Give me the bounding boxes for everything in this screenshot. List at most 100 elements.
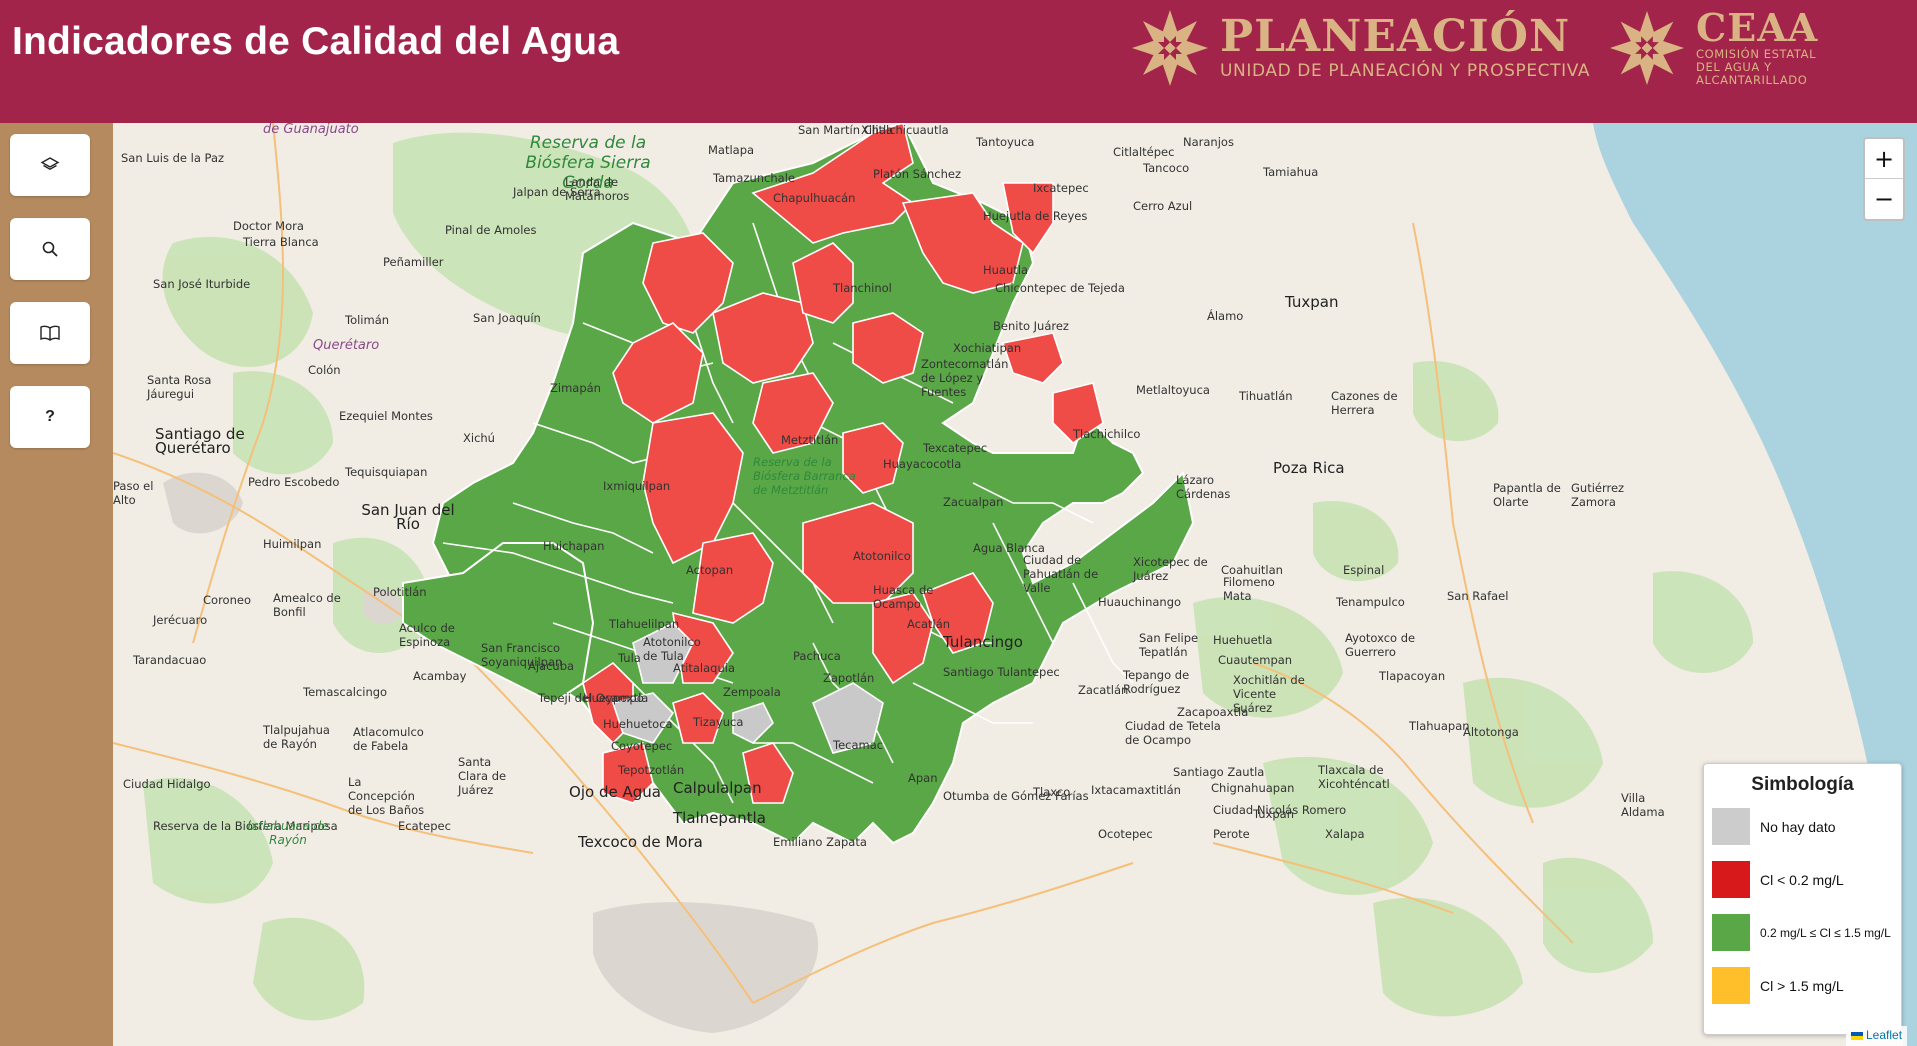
ceaa-logo: CEAA COMISIÓN ESTATAL DEL AGUA Y ALCANTA… (1608, 8, 1818, 87)
map-label: Ixtlahuaca de Rayón (247, 819, 329, 847)
map-label: Tuxpan (1285, 293, 1339, 311)
map-label: Tlaxco (1033, 785, 1071, 799)
urban-areas (163, 472, 819, 1033)
map-label: Ajacuba (528, 659, 575, 673)
legend-label: Cl < 0.2 mg/L (1760, 871, 1844, 888)
map-label: Texcoco de Mora (578, 833, 703, 851)
no-data-municipalities (611, 622, 884, 754)
legend-swatch-low (1712, 861, 1750, 898)
map-label: Tlachichilco (1073, 427, 1141, 441)
map-label: Zacatlán (1078, 683, 1129, 697)
zoom-in-button[interactable]: + (1865, 139, 1903, 179)
search-button[interactable] (10, 218, 90, 280)
legend-item: Cl > 1.5 mg/L (1712, 967, 1844, 1004)
map-label: Benito Juárez (993, 319, 1069, 333)
map-view[interactable]: de Guanajuato Xilitla San Martín Chalchi… (113, 123, 1917, 1046)
map-label: Zacapoaxtla (1177, 705, 1249, 719)
star-logo-icon (1132, 10, 1208, 86)
legend-label: No hay dato (1760, 818, 1836, 835)
map-label: Ojo de Agua (569, 783, 661, 801)
map-label: Chapulhuacán (773, 191, 856, 205)
map-label: San José Iturbide (153, 277, 251, 291)
leaflet-attribution[interactable]: Leaflet (1846, 1026, 1908, 1046)
map-label: Reserva de la Biósfera Mariposa (153, 819, 338, 833)
map-label: Aculco de Espinoza (399, 621, 455, 649)
map-label: Atotonilco de Tula (643, 635, 701, 663)
map-label: Doctor Mora (233, 219, 304, 233)
map-label: Santa Rosa Jáuregui (147, 373, 212, 401)
legend-swatch-high (1712, 967, 1750, 1004)
map-label: Tenampulco (1336, 595, 1405, 609)
map-label: Ciudad Hidalgo (123, 777, 211, 791)
gulf-of-mexico (1593, 123, 1917, 1046)
zoom-out-button[interactable]: − (1873, 184, 1895, 213)
map-label: Cazones de Herrera (1331, 389, 1398, 417)
map-label: Tecamac (833, 738, 884, 752)
map-label: Tlalpujahua de Rayón (263, 723, 330, 751)
legend-label: 0.2 mg/L ≤ Cl ≤ 1.5 mg/L (1760, 925, 1891, 940)
map-label: Agua Blanca (973, 541, 1045, 555)
basemap (113, 123, 1917, 1046)
map-label: Huayacocotla (883, 457, 962, 471)
map-label: Jalpan de Serra (513, 185, 601, 199)
map-label: Papantla de Olarte (1493, 481, 1561, 509)
map-label: Tihuatlán (1239, 389, 1293, 403)
map-label: Xalapa (1325, 827, 1365, 841)
map-label: Temascalcingo (303, 685, 388, 699)
map-label: Santiago de Querétaro (155, 425, 245, 457)
legend-swatch-normal (1712, 914, 1750, 951)
map-label: Texcatepec (923, 441, 988, 455)
roads (113, 123, 1574, 1004)
map-label: San Martín Chalchicuautla (798, 123, 949, 137)
map-label: Perote (1213, 827, 1250, 841)
map-label: Zacualpan (943, 495, 1004, 509)
book-icon (40, 325, 60, 341)
map-label: Zontecomatlán de López y Fuentes (921, 357, 1009, 399)
map-label: Ocotepec (1098, 827, 1153, 841)
low-chlorine-municipalities (582, 123, 1104, 804)
map-label: Actopan (686, 563, 734, 577)
map-label: Acambay (413, 669, 467, 683)
map-label: Huichapan (543, 539, 605, 553)
star-logo-icon (1609, 10, 1685, 85)
map-label: Ecatepec (398, 819, 451, 833)
ceaa-subtitle-3: ALCANTARILLADO (1696, 73, 1808, 87)
map-label: Paso el Alto (113, 479, 154, 507)
map-label: San Rafael (1447, 589, 1509, 603)
map-label: Tulancingo (943, 633, 1023, 651)
map-label: Tlahuelilpan (609, 617, 680, 631)
ceaa-name: CEAA (1696, 5, 1819, 50)
map-label: de Guanajuato (263, 123, 359, 137)
map-label: Pachuca (793, 649, 841, 663)
map-label: Tancoco (1143, 161, 1190, 175)
app-header: Indicadores de Calidad del Agua PLANEACI… (0, 0, 1917, 123)
help-button[interactable]: ? (10, 386, 90, 448)
map-label: Tarandacuao (133, 653, 207, 667)
map-label: Tlapacoyan (1379, 669, 1446, 683)
legend-swatch-no-data (1712, 808, 1750, 845)
map-label: Tlahuapan (1409, 719, 1470, 733)
map-label: Tantoyuca (976, 135, 1035, 149)
map-label: San Felipe Tepatlán (1139, 631, 1199, 659)
legend: Simbología No hay dato Cl < 0.2 mg/L 0.2… (1703, 763, 1902, 1035)
sidebar: ? (0, 123, 113, 1046)
map-label: Tepeji del Ocampo (538, 691, 644, 705)
map-label: La Concepción de Los Baños (348, 775, 425, 817)
map-label: Atlacomulco de Fabela (353, 725, 424, 753)
map-label: Tlalnepantla (673, 809, 766, 827)
map-label: San Luis de la Paz (121, 151, 225, 165)
map-label: Ciudad de Tetela de Ocampo (1125, 719, 1221, 747)
map-label: Citlaltépec (1113, 145, 1175, 159)
map-label: Colón (308, 363, 341, 377)
map-label: Amealco de Bonfil (273, 591, 341, 619)
map-label: Gutiérrez Zamora (1571, 481, 1625, 509)
map-label: Landa de Matamoros (565, 175, 630, 203)
layers-button[interactable] (10, 134, 90, 196)
attribution-link[interactable]: Leaflet (1866, 1028, 1903, 1042)
map-label: Coroneo (203, 593, 251, 607)
map-label: Huasca de Ocampo (873, 583, 934, 611)
book-button[interactable] (10, 302, 90, 364)
map-label: Huehuetla (1213, 633, 1273, 647)
legend-item: 0.2 mg/L ≤ Cl ≤ 1.5 mg/L (1712, 914, 1891, 951)
map-label: Lázaro Cárdenas (1176, 473, 1231, 501)
